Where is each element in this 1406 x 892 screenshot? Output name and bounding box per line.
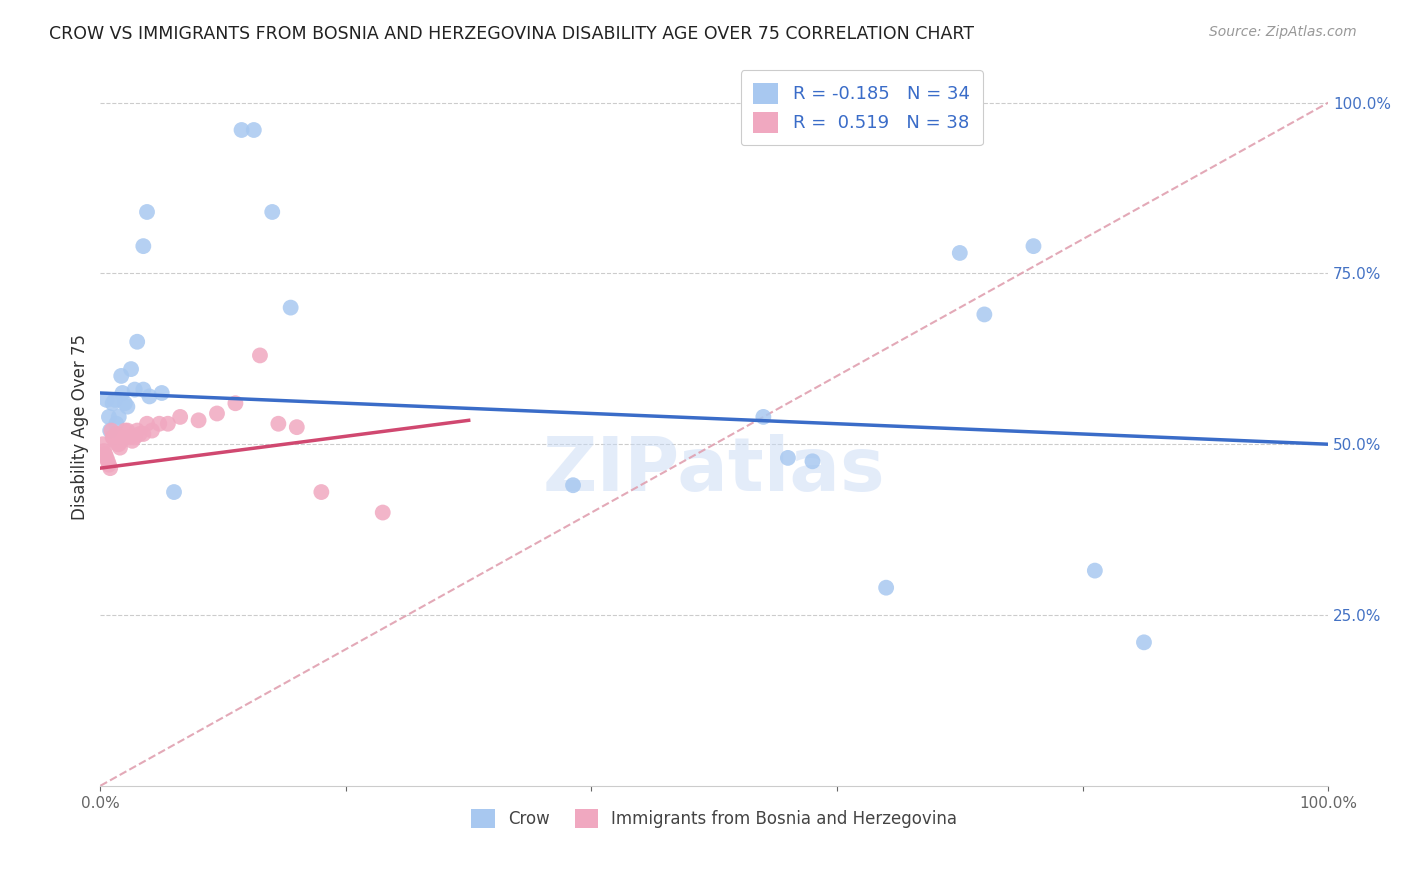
Text: ZIPatlas: ZIPatlas	[543, 434, 886, 507]
Point	[110, 434, 132, 448]
Point	[128, 427, 150, 442]
Point	[138, 389, 160, 403]
Point	[114, 424, 136, 438]
Point	[1133, 635, 1156, 649]
Point	[187, 413, 209, 427]
Point	[105, 427, 128, 442]
Point	[117, 424, 139, 438]
Point	[107, 409, 129, 424]
Point	[94, 448, 117, 462]
Point	[97, 409, 120, 424]
Point	[148, 417, 170, 431]
Point	[121, 434, 143, 448]
Legend: Crow, Immigrants from Bosnia and Herzegovina: Crow, Immigrants from Bosnia and Herzego…	[464, 802, 965, 835]
Point	[110, 368, 132, 383]
Point	[776, 450, 799, 465]
Point	[280, 301, 302, 315]
Point	[150, 386, 173, 401]
Point	[249, 348, 271, 362]
Point	[132, 383, 155, 397]
Point	[132, 239, 155, 253]
Point	[124, 383, 146, 397]
Point	[163, 485, 186, 500]
Point	[371, 506, 394, 520]
Point	[100, 424, 122, 438]
Point	[267, 417, 290, 431]
Point	[97, 454, 120, 468]
Point	[120, 362, 142, 376]
Point	[141, 424, 163, 438]
Point	[285, 420, 308, 434]
Point	[101, 430, 124, 444]
Point	[96, 450, 118, 465]
Point	[101, 396, 124, 410]
Point	[108, 441, 131, 455]
Point	[132, 427, 155, 442]
Point	[111, 430, 134, 444]
Point	[562, 478, 585, 492]
Point	[104, 434, 127, 448]
Point	[107, 437, 129, 451]
Point	[205, 407, 228, 421]
Point	[973, 308, 995, 322]
Point	[93, 444, 115, 458]
Point	[752, 409, 775, 424]
Point	[262, 205, 284, 219]
Point	[124, 430, 146, 444]
Point	[105, 417, 128, 431]
Point	[136, 205, 159, 219]
Point	[156, 417, 179, 431]
Point	[801, 454, 824, 468]
Point	[104, 392, 127, 407]
Point	[98, 461, 121, 475]
Point	[136, 417, 159, 431]
Text: CROW VS IMMIGRANTS FROM BOSNIA AND HERZEGOVINA DISABILITY AGE OVER 75 CORRELATIO: CROW VS IMMIGRANTS FROM BOSNIA AND HERZE…	[49, 25, 974, 43]
Point	[311, 485, 333, 500]
Point	[96, 392, 118, 407]
Point	[103, 430, 125, 444]
Y-axis label: Disability Age Over 75: Disability Age Over 75	[72, 334, 89, 520]
Point	[127, 424, 149, 438]
Point	[1022, 239, 1045, 253]
Point	[169, 409, 191, 424]
Point	[107, 437, 129, 451]
Point	[224, 396, 246, 410]
Point	[97, 458, 120, 472]
Point	[118, 430, 141, 444]
Point	[127, 334, 149, 349]
Point	[949, 246, 972, 260]
Point	[91, 437, 114, 451]
Text: Source: ZipAtlas.com: Source: ZipAtlas.com	[1209, 25, 1357, 39]
Point	[243, 123, 266, 137]
Point	[231, 123, 253, 137]
Point	[114, 396, 136, 410]
Point	[98, 424, 121, 438]
Point	[1084, 564, 1107, 578]
Point	[117, 400, 139, 414]
Point	[875, 581, 897, 595]
Point	[111, 386, 134, 401]
